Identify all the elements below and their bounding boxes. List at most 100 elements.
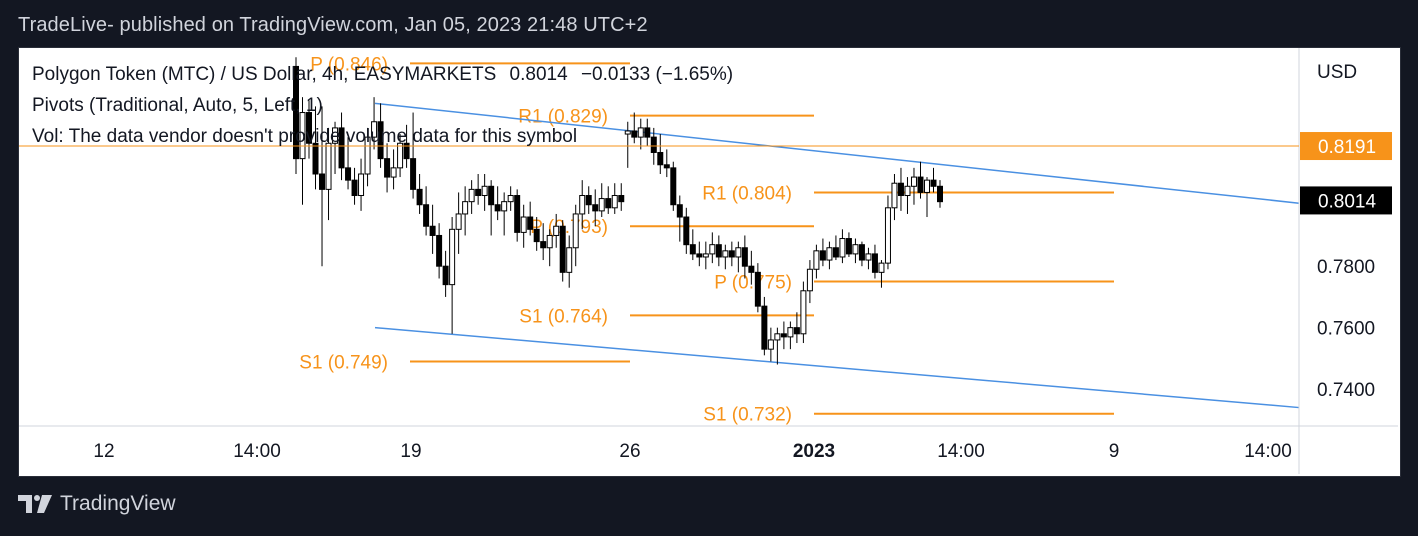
candle-body xyxy=(930,179,937,187)
candle-body xyxy=(390,167,397,178)
candle-body xyxy=(371,121,378,138)
candle xyxy=(449,217,456,334)
pivot-label-3: S1 (0.764) xyxy=(519,306,608,327)
x-tick-label-1: 14:00 xyxy=(233,441,281,462)
candle-body xyxy=(806,268,813,292)
candle xyxy=(696,241,703,267)
candle-body xyxy=(579,195,586,215)
candle xyxy=(761,296,768,356)
candle xyxy=(832,235,839,261)
candle xyxy=(871,244,878,279)
y-tick-label-1: 0.7600 xyxy=(1317,319,1375,340)
candle xyxy=(800,281,807,344)
candle-body xyxy=(637,127,644,138)
price-markers: 0.8191 0.8014 xyxy=(19,132,1392,215)
candle xyxy=(923,177,930,218)
candle xyxy=(514,189,521,242)
candle-body xyxy=(377,121,384,160)
candle-body xyxy=(728,250,735,258)
candle xyxy=(579,180,586,230)
candle-body xyxy=(865,253,872,261)
candle-body xyxy=(611,195,618,209)
candle xyxy=(735,241,742,273)
candle-body xyxy=(520,216,527,233)
candle xyxy=(748,250,755,285)
candle-body xyxy=(312,142,319,175)
candle xyxy=(917,161,924,199)
candle-body xyxy=(787,327,794,338)
candle-body xyxy=(592,204,599,212)
chart-frame[interactable] xyxy=(18,47,1401,477)
candle-body xyxy=(709,244,716,255)
candle-body xyxy=(293,65,299,160)
candle xyxy=(937,180,943,208)
candle xyxy=(930,167,937,193)
candle xyxy=(741,235,748,279)
candle xyxy=(364,127,371,187)
channel-line-0 xyxy=(374,102,1300,204)
candle-body xyxy=(397,142,404,169)
candle-body xyxy=(910,176,917,187)
candle-body xyxy=(572,213,579,249)
candle-body xyxy=(455,213,462,230)
candle xyxy=(676,195,683,242)
channel-lines xyxy=(374,102,1300,409)
candle-body xyxy=(345,167,352,181)
candle xyxy=(494,186,501,221)
candle-body xyxy=(553,225,560,236)
candle xyxy=(611,183,618,214)
last-price-label: 0.8014 xyxy=(1318,191,1377,212)
candle xyxy=(897,167,904,211)
candle-body xyxy=(819,250,826,261)
candle xyxy=(819,238,826,267)
candle-body xyxy=(878,262,885,273)
candle-body xyxy=(449,228,456,286)
candle-body xyxy=(904,185,911,197)
candle xyxy=(806,260,813,304)
publish-line: TradeLive- published on TradingView.com,… xyxy=(18,14,648,36)
candle xyxy=(312,106,319,190)
pivot-label-1: R1 (0.829) xyxy=(518,107,608,128)
candle xyxy=(410,112,417,199)
candle xyxy=(878,260,885,288)
candle-body xyxy=(585,195,592,206)
candle-body xyxy=(683,216,690,246)
candle-body xyxy=(605,198,612,209)
candle xyxy=(826,241,833,270)
candle-body xyxy=(780,333,787,338)
y-tick-label-0: 0.7800 xyxy=(1317,257,1375,278)
candle xyxy=(618,183,625,211)
candle-body xyxy=(715,244,722,258)
candle-body xyxy=(631,130,638,138)
x-tick-label-7: 14:00 xyxy=(1244,441,1292,462)
candle-body xyxy=(800,290,807,335)
candle xyxy=(416,174,423,214)
candle xyxy=(397,134,404,178)
candle-body xyxy=(858,244,865,261)
candle xyxy=(865,247,872,270)
candle xyxy=(429,204,436,254)
marker-price-label: 0.8191 xyxy=(1318,137,1376,158)
y-tick-label-2: 0.7400 xyxy=(1317,380,1375,401)
candle-body xyxy=(494,204,501,212)
candle-body xyxy=(754,271,761,307)
candle xyxy=(520,204,527,248)
candle-body xyxy=(598,198,605,212)
candle xyxy=(624,121,631,168)
candle-body xyxy=(403,142,410,160)
candle xyxy=(585,186,592,214)
candle xyxy=(468,180,475,214)
candle-body xyxy=(891,182,898,209)
candle-body xyxy=(351,179,358,197)
candle-body xyxy=(559,225,566,273)
candle xyxy=(884,195,891,270)
candle xyxy=(787,321,794,350)
candle-body xyxy=(644,127,651,138)
candle xyxy=(774,327,781,365)
candle xyxy=(767,327,774,362)
candle-body xyxy=(663,164,670,169)
candle-body xyxy=(319,173,326,190)
candle xyxy=(722,244,729,270)
legend-last: 0.8014 xyxy=(509,64,568,85)
